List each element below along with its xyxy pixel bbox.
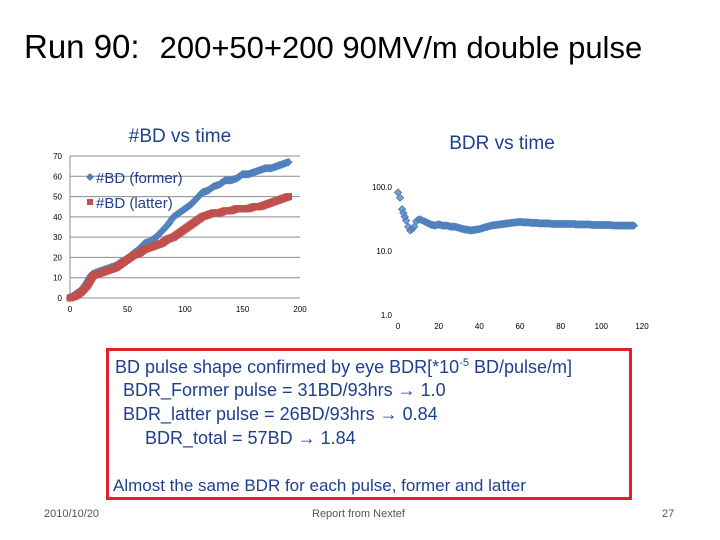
left-x-tick-labels: 0 50 100 150 200: [68, 305, 307, 314]
legend-former-label: #BD (former): [96, 170, 183, 187]
left-x-tick: 150: [236, 305, 250, 314]
left-series-points: [65, 157, 293, 303]
note-line-1: BD pulse shape confirmed by eye BDR[*10-…: [115, 357, 572, 378]
right-x-tick: 60: [516, 322, 525, 331]
right-y-tick: 10.0: [376, 247, 392, 256]
note-line-5: Almost the same BDR for each pulse, form…: [113, 476, 526, 495]
right-y-tick: 100.0: [372, 183, 393, 192]
note-line-1-text: BD pulse shape confirmed by eye BDR[*10: [115, 357, 460, 377]
data-point: [395, 193, 405, 202]
data-point: [629, 221, 639, 230]
left-x-tick: 200: [293, 305, 307, 314]
data-point: [284, 157, 293, 167]
note-line-3: BDR_latter pulse = 26BD/93hrs → 0.84: [123, 404, 438, 424]
left-y-tick: 20: [53, 253, 62, 262]
slide-title: Run 90: 200+50+200 90MV/m double pulse: [24, 28, 642, 66]
note-line-1-exponent: -5: [459, 357, 469, 369]
left-y-tick-labels: 0 10 20 30 40 50 60 70: [53, 152, 62, 303]
legend-latter-label: #BD (latter): [96, 195, 173, 212]
right-x-tick: 100: [595, 322, 609, 331]
right-x-tick: 120: [635, 322, 649, 331]
notes-box: BD pulse shape confirmed by eye BDR[*10-…: [106, 348, 632, 500]
left-chart-title: #BD vs time: [129, 126, 231, 147]
bd-vs-time-chart: 0 10 20 30 40 50 60 70 0 50 100 150 200 #BD vs time…: [53, 126, 307, 314]
left-y-tick: 10: [53, 274, 62, 283]
left-x-tick: 0: [68, 305, 73, 314]
data-point: [401, 216, 411, 225]
left-y-tick: 30: [53, 233, 62, 242]
right-y-tick: 1.0: [381, 311, 393, 320]
bdr-vs-time-chart: 1.0 10.0 100.0 0 20 40 60 80 100 120 BDR vs time: [372, 133, 649, 331]
right-x-tick: 0: [396, 322, 401, 331]
left-y-tick: 40: [53, 213, 62, 222]
right-x-tick: 20: [434, 322, 443, 331]
page-number: 27: [662, 508, 675, 520]
left-y-tick: 0: [58, 294, 63, 303]
data-point: [410, 222, 419, 231]
title-run: Run 90:: [24, 28, 140, 65]
left-x-tick: 50: [123, 305, 132, 314]
left-y-tick: 70: [53, 152, 62, 161]
series-bdr: [393, 188, 639, 235]
right-chart-title: BDR vs time: [449, 133, 555, 154]
footer-date: 2010/10/20: [44, 508, 100, 520]
note-line-2: BDR_Former pulse = 31BD/93hrs → 1.0: [123, 380, 446, 400]
right-x-tick: 80: [556, 322, 565, 331]
note-line-1-unit: BD/pulse/m]: [468, 357, 573, 377]
data-point: [285, 193, 292, 201]
legend-latter-marker: [87, 199, 93, 205]
title-description: 200+50+200 90MV/m double pulse: [159, 30, 643, 65]
right-x-tick: 40: [475, 322, 484, 331]
series-latter: [66, 193, 292, 302]
right-y-tick-labels: 1.0 10.0 100.0: [372, 183, 393, 320]
footer-source: Report from Nextef: [312, 508, 405, 520]
left-x-tick: 100: [178, 305, 192, 314]
legend: #BD (former) #BD (latter): [86, 170, 183, 212]
left-gridlines: [69, 155, 300, 299]
note-line-4: BDR_total = 57BD → 1.84: [145, 428, 356, 448]
legend-former-marker: [86, 173, 94, 181]
right-x-tick-labels: 0 20 40 60 80 100 120: [396, 322, 649, 331]
right-series-points: [393, 188, 639, 235]
left-y-tick: 50: [53, 193, 62, 202]
left-y-tick: 60: [53, 172, 62, 181]
